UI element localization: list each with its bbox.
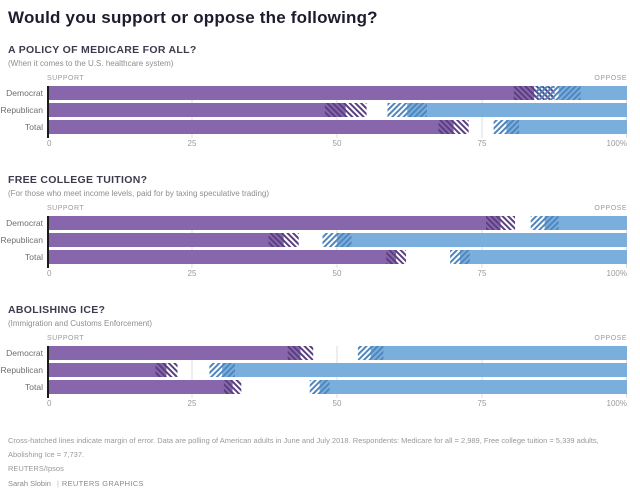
support-label: SUPPORT xyxy=(47,75,85,82)
axis-tick-label-0: 0 xyxy=(47,139,52,148)
category-label-total: Total xyxy=(25,382,43,392)
category-label-total: Total xyxy=(25,122,43,132)
moe-support-total xyxy=(386,250,407,264)
bar-oppose-democrat xyxy=(544,216,627,230)
bar-oppose-total xyxy=(459,250,627,264)
x-axis-labels: 0 25 50 75 100% xyxy=(47,399,627,411)
plot-area-medicare: SUPPORT OPPOSE Democrat Republican Total 0… xyxy=(0,75,627,151)
moe-oppose-democrat xyxy=(530,216,559,230)
category-label-republican: Republican xyxy=(0,235,43,245)
axis-tick-label-25: 25 xyxy=(187,139,197,148)
category-label-democrat: Democrat xyxy=(6,348,43,358)
moe-support-republican xyxy=(268,233,299,247)
bar-chart-college xyxy=(47,216,627,268)
category-label-total: Total xyxy=(25,252,43,262)
bar-chart-medicare xyxy=(47,86,627,138)
bar-oppose-total xyxy=(319,380,627,394)
bar-oppose-republican xyxy=(407,103,627,117)
axis-tick-label-75: 75 xyxy=(477,269,487,278)
bar-support-republican xyxy=(47,363,167,377)
moe-oppose-total xyxy=(450,250,470,264)
moe-oppose-total xyxy=(493,120,520,134)
oppose-label: OPPOSE xyxy=(594,75,627,82)
moe-oppose-republican xyxy=(322,233,352,247)
chart-section-medicare: A POLICY OF MEDICARE FOR ALL? (When it c… xyxy=(0,44,640,151)
bar-oppose-republican xyxy=(337,233,627,247)
axis-tick-label-0: 0 xyxy=(47,269,52,278)
axis-tick-label-100: 100% xyxy=(606,139,627,148)
axis-tick-label-75: 75 xyxy=(477,139,487,148)
footer: Cross-hatched lines indicate margin of e… xyxy=(8,434,640,490)
moe-support-republican xyxy=(155,363,178,377)
direction-labels: SUPPORT OPPOSE xyxy=(47,205,627,216)
page-title: Would you support or oppose the followin… xyxy=(8,8,378,27)
oppose-label: OPPOSE xyxy=(594,335,627,342)
axis-tick-label-50: 50 xyxy=(332,269,342,278)
direction-labels: SUPPORT OPPOSE xyxy=(47,75,627,86)
moe-support-total xyxy=(223,380,242,394)
axis-tick-label-50: 50 xyxy=(332,139,342,148)
bar-chart-ice xyxy=(47,346,627,398)
support-label: SUPPORT xyxy=(47,205,85,212)
moe-support-democrat xyxy=(486,216,516,230)
bar-oppose-democrat xyxy=(370,346,627,360)
axis-tick-label-25: 25 xyxy=(187,269,197,278)
category-label-democrat: Democrat xyxy=(6,88,43,98)
category-label-republican: Republican xyxy=(0,105,43,115)
axis-tick-label-75: 75 xyxy=(477,399,487,408)
moe-oppose-total xyxy=(309,380,330,394)
moe-support-total xyxy=(438,120,469,134)
plot-area-ice: SUPPORT OPPOSE Democrat Republican Total 0… xyxy=(0,335,627,411)
bar-support-total xyxy=(47,380,233,394)
category-label-republican: Republican xyxy=(0,365,43,375)
bar-support-total xyxy=(47,120,454,134)
bar-support-democrat xyxy=(47,86,535,100)
moe-oppose-democrat xyxy=(536,86,581,100)
section-subtitle-medicare: (When it comes to the U.S. healthcare sy… xyxy=(8,59,174,68)
section-subtitle-college: (For those who meet income levels, paid … xyxy=(8,189,270,198)
bar-support-total xyxy=(47,250,397,264)
section-title-college: FREE COLLEGE TUITION? xyxy=(8,174,148,186)
support-label: SUPPORT xyxy=(47,335,85,342)
credit-divider: | xyxy=(56,479,59,488)
category-label-democrat: Democrat xyxy=(6,218,43,228)
bar-oppose-total xyxy=(506,120,627,134)
chart-section-college: FREE COLLEGE TUITION? (For those who mee… xyxy=(0,174,640,281)
credit-org: REUTERS GRAPHICS xyxy=(61,479,144,488)
credit-line: Sarah Slobin | REUTERS GRAPHICS xyxy=(8,478,630,490)
x-axis-labels: 0 25 50 75 100% xyxy=(47,139,627,151)
bar-support-democrat xyxy=(47,216,501,230)
bar-oppose-republican xyxy=(222,363,627,377)
bar-support-democrat xyxy=(47,346,301,360)
credit-author: Sarah Slobin xyxy=(8,479,51,488)
oppose-label: OPPOSE xyxy=(594,205,627,212)
footnote-text: Cross-hatched lines indicate margin of e… xyxy=(8,436,599,459)
moe-support-democrat xyxy=(287,346,314,360)
section-subtitle-ice: (Immigration and Customs Enforcement) xyxy=(8,319,153,328)
axis-tick-label-0: 0 xyxy=(47,399,52,408)
moe-oppose-republican xyxy=(387,103,427,117)
plot-area-college: SUPPORT OPPOSE Democrat Republican Total 0… xyxy=(0,205,627,281)
bar-support-republican xyxy=(47,233,284,247)
moe-oppose-democrat xyxy=(357,346,384,360)
section-title-medicare: A POLICY OF MEDICARE FOR ALL? xyxy=(8,44,197,56)
moe-oppose-republican xyxy=(209,363,235,377)
axis-tick-label-100: 100% xyxy=(606,399,627,408)
moe-support-republican xyxy=(324,103,367,117)
section-title-ice: ABOLISHING ICE? xyxy=(8,304,106,316)
axis-tick-label-25: 25 xyxy=(187,399,197,408)
axis-tick-label-100: 100% xyxy=(606,269,627,278)
direction-labels: SUPPORT OPPOSE xyxy=(47,335,627,346)
bar-support-republican xyxy=(47,103,346,117)
chart-section-ice: ABOLISHING ICE? (Immigration and Customs… xyxy=(0,304,640,411)
axis-tick-label-50: 50 xyxy=(332,399,342,408)
x-axis-labels: 0 25 50 75 100% xyxy=(47,269,627,281)
